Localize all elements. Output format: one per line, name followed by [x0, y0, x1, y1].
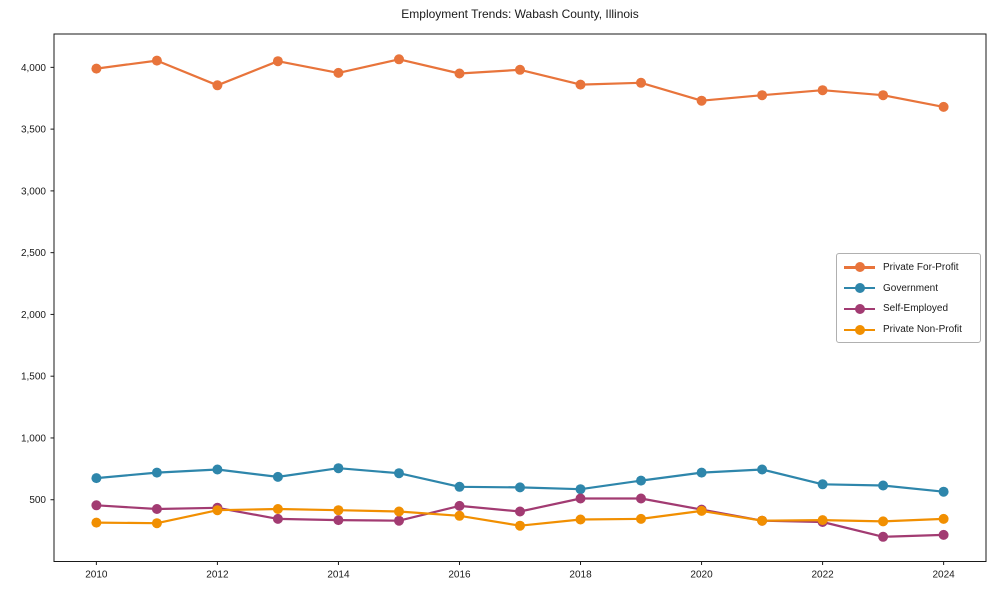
data-point-private-for-profit [91, 63, 102, 74]
legend-label: Private Non-Profit [883, 324, 962, 336]
data-point-self-employed [272, 513, 283, 524]
legend-swatch-dot [854, 262, 865, 273]
y-tick-label: 1,500 [21, 372, 46, 383]
data-point-government [151, 467, 162, 478]
data-point-private-non-profit [938, 513, 949, 524]
legend: Private For-Profit Government Self-Employe… [836, 253, 981, 343]
legend-swatch-line [844, 283, 875, 294]
data-point-private-non-profit [636, 513, 646, 524]
data-point-private-for-profit [151, 55, 162, 66]
legend-swatch-dot [854, 324, 865, 335]
data-point-private-non-profit [515, 520, 525, 531]
data-point-private-for-profit [757, 90, 768, 101]
data-point-private-for-profit [272, 56, 283, 67]
data-point-self-employed [636, 493, 646, 504]
data-point-government [272, 471, 283, 482]
x-tick-label: 2012 [206, 570, 229, 581]
data-point-private-for-profit [394, 54, 404, 65]
legend-item-government: Government [837, 278, 980, 299]
data-point-private-non-profit [394, 506, 404, 517]
y-tick-label: 2,000 [21, 310, 46, 321]
data-point-self-employed [91, 500, 102, 511]
data-point-government [817, 479, 828, 490]
x-tick-label: 2022 [811, 570, 834, 581]
x-tick-label: 2010 [85, 570, 108, 581]
data-point-private-for-profit [212, 80, 223, 91]
data-point-self-employed [454, 500, 465, 511]
series-line-self-employed [95, 497, 945, 538]
data-point-government [938, 486, 949, 497]
data-point-private-non-profit [575, 514, 586, 525]
y-tick-label: 4,000 [21, 63, 46, 74]
legend-label: Private For-Profit [883, 261, 959, 273]
data-point-private-non-profit [151, 518, 162, 529]
data-point-government [878, 480, 889, 491]
data-point-private-for-profit [515, 64, 525, 75]
data-point-self-employed [333, 515, 344, 526]
legend-label: Self-Employed [883, 303, 949, 315]
y-tick-label: 3,500 [21, 125, 46, 136]
data-point-self-employed [515, 506, 525, 517]
data-point-self-employed [878, 531, 889, 542]
data-point-government [575, 484, 586, 495]
data-point-self-employed [938, 529, 949, 540]
x-tick-label: 2018 [569, 570, 592, 581]
data-point-private-for-profit [696, 95, 707, 106]
data-point-government [333, 463, 344, 474]
data-point-private-for-profit [817, 85, 828, 96]
data-point-private-for-profit [333, 67, 344, 78]
data-point-private-non-profit [817, 515, 828, 526]
legend-swatch-dot [854, 283, 865, 294]
legend-swatch-line [844, 303, 875, 314]
legend-label: Government [883, 282, 939, 294]
data-point-private-non-profit [878, 516, 889, 527]
data-point-government [515, 482, 525, 493]
axes-frame [53, 33, 987, 562]
data-point-government [696, 467, 707, 478]
data-point-private-non-profit [91, 517, 102, 528]
data-point-private-non-profit [272, 504, 283, 514]
x-tick-label: 2024 [933, 570, 956, 581]
data-point-private-for-profit [575, 79, 586, 90]
data-point-private-non-profit [454, 510, 465, 521]
legend-swatch-dot [854, 303, 865, 314]
data-point-government [212, 464, 223, 475]
legend-item-self-employed: Self-Employed [837, 299, 980, 320]
x-tick-label: 2016 [448, 570, 471, 581]
y-tick-label: 500 [29, 495, 46, 506]
x-tick-label: 2020 [690, 570, 713, 581]
data-point-government [454, 481, 465, 492]
data-point-government [757, 464, 768, 475]
chart-title: Employment Trends: Wabash County, Illino… [401, 7, 639, 21]
legend-item-private-non-profit: Private Non-Profit [837, 319, 980, 340]
data-point-government [91, 473, 102, 484]
y-tick-label: 2,500 [21, 248, 46, 259]
legend-swatch-line [844, 324, 875, 335]
legend-item-private-for-profit: Private For-Profit [837, 257, 980, 278]
data-point-private-non-profit [333, 505, 344, 516]
x-tick-label: 2014 [327, 570, 350, 581]
data-point-private-for-profit [454, 68, 465, 79]
data-point-government [394, 468, 404, 479]
data-point-private-for-profit [938, 101, 949, 112]
data-point-private-for-profit [636, 77, 646, 88]
data-point-private-non-profit [212, 505, 223, 516]
data-point-government [636, 475, 646, 486]
data-point-private-for-profit [878, 90, 889, 101]
data-point-self-employed [151, 504, 162, 514]
y-tick-label: 1,000 [21, 433, 46, 444]
data-point-private-non-profit [696, 505, 707, 516]
data-point-self-employed [575, 493, 586, 504]
legend-swatch-line [844, 262, 875, 273]
data-point-self-employed [394, 515, 404, 526]
data-point-private-non-profit [757, 515, 768, 526]
y-tick-label: 3,000 [21, 186, 46, 197]
